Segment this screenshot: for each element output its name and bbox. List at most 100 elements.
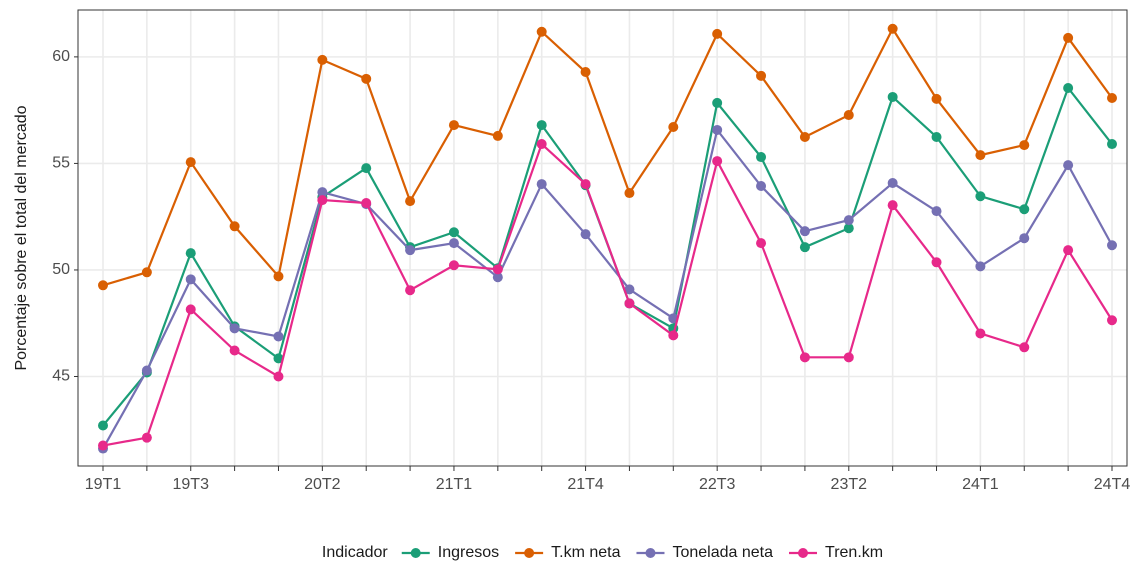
legend-label: Ingresos xyxy=(438,544,499,561)
data-point xyxy=(756,152,767,163)
data-point xyxy=(405,245,416,256)
data-point xyxy=(931,131,942,142)
data-point xyxy=(975,261,986,272)
data-point xyxy=(229,323,240,334)
data-point xyxy=(273,271,284,282)
data-point xyxy=(843,110,854,121)
data-point xyxy=(712,156,723,167)
data-point xyxy=(492,272,503,283)
data-point xyxy=(712,124,723,135)
data-point xyxy=(448,238,459,249)
data-point xyxy=(756,238,767,249)
data-point xyxy=(624,188,635,199)
data-point xyxy=(448,260,459,271)
data-point xyxy=(1019,204,1030,215)
data-point xyxy=(887,178,898,189)
legend-key-point xyxy=(645,548,656,558)
data-point xyxy=(448,227,459,238)
x-tick-label: 22T3 xyxy=(699,476,736,493)
data-point xyxy=(361,198,372,209)
legend-key-point xyxy=(410,548,421,558)
series-line xyxy=(102,85,1113,427)
x-tick-label: 21T1 xyxy=(436,476,473,493)
legend: Indicador Ingresos T.km neta Tonelada neta T… xyxy=(322,544,883,561)
data-point xyxy=(931,257,942,268)
data-point xyxy=(98,280,108,291)
x-tick-label: 19T1 xyxy=(85,476,122,493)
data-point xyxy=(975,191,986,202)
series-line xyxy=(102,127,1113,450)
data-point xyxy=(1063,32,1074,43)
data-point xyxy=(887,23,898,34)
x-tick-label: 20T2 xyxy=(304,476,341,493)
data-point xyxy=(580,179,591,190)
data-point xyxy=(361,73,372,84)
data-point xyxy=(1019,342,1030,353)
legend-key-point xyxy=(798,548,809,558)
data-point xyxy=(756,70,767,81)
x-tick-label: 24T4 xyxy=(1094,476,1131,493)
data-point xyxy=(931,206,942,217)
data-point xyxy=(624,298,635,309)
data-point xyxy=(668,330,679,341)
data-point xyxy=(843,352,854,363)
data-point xyxy=(273,371,284,382)
data-point xyxy=(405,285,416,296)
data-point xyxy=(273,353,284,364)
data-point xyxy=(185,274,196,285)
data-point xyxy=(492,264,503,275)
data-point xyxy=(185,304,196,315)
data-point xyxy=(843,223,854,234)
data-point xyxy=(185,157,196,168)
data-point xyxy=(273,331,284,342)
data-point xyxy=(624,284,635,295)
data-point xyxy=(536,26,547,37)
data-point xyxy=(580,67,591,78)
data-point xyxy=(712,28,723,39)
data-point xyxy=(668,313,679,324)
data-point xyxy=(98,440,108,451)
data-point xyxy=(185,248,196,259)
data-point xyxy=(317,195,328,206)
y-tick-label: 60 xyxy=(52,48,70,65)
data-point xyxy=(975,328,986,339)
y-axis-label: Porcentaje sobre el total del mercado xyxy=(13,105,30,370)
data-point xyxy=(492,130,503,141)
data-point xyxy=(799,242,810,253)
data-point xyxy=(712,97,723,108)
data-point xyxy=(141,267,152,278)
data-point xyxy=(887,200,898,211)
panel-border xyxy=(77,9,1128,467)
data-point xyxy=(1019,140,1030,151)
data-point xyxy=(1107,93,1117,104)
series-line xyxy=(102,142,1113,447)
legend-label: Tonelada neta xyxy=(672,544,773,561)
data-point xyxy=(931,93,942,104)
legend-label: T.km neta xyxy=(551,544,620,561)
series-line xyxy=(102,26,1113,287)
data-point xyxy=(1107,139,1117,150)
data-point xyxy=(975,150,986,161)
y-tick-label: 55 xyxy=(52,155,70,172)
data-point xyxy=(843,215,854,226)
data-point xyxy=(1063,82,1074,93)
data-point xyxy=(799,352,810,363)
data-point xyxy=(799,226,810,237)
data-point xyxy=(1107,315,1117,326)
legend-key-point xyxy=(524,548,535,558)
legend-title: Indicador xyxy=(322,544,388,561)
data-point xyxy=(317,187,328,198)
x-tick-label: 24T1 xyxy=(962,476,999,493)
data-point xyxy=(668,121,679,132)
data-point xyxy=(229,345,240,356)
data-point xyxy=(229,221,240,232)
data-point xyxy=(756,181,767,192)
data-point xyxy=(317,54,328,65)
x-tick-label: 19T3 xyxy=(173,476,210,493)
data-point xyxy=(887,91,898,102)
data-point xyxy=(98,420,108,431)
x-tick-label: 23T2 xyxy=(831,476,868,493)
data-point xyxy=(1019,233,1030,244)
data-point xyxy=(141,432,152,443)
data-point xyxy=(361,163,372,174)
